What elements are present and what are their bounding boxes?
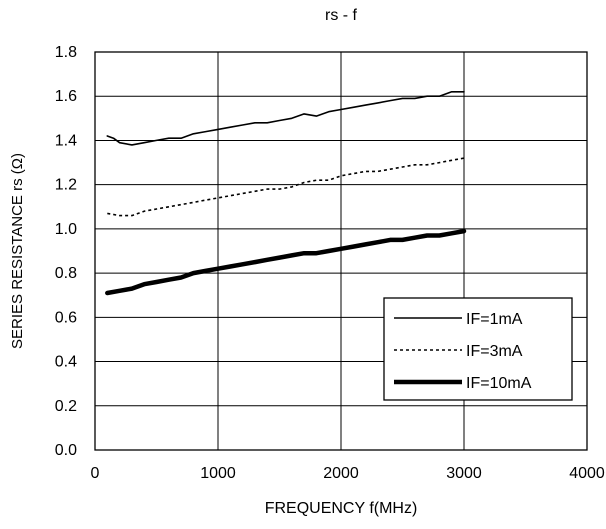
series-line-1 xyxy=(106,91,465,146)
x-axis-ticks: 0 1000 2000 3000 4000 xyxy=(91,465,605,482)
y-tick-label: 1.6 xyxy=(55,88,77,105)
y-tick-label: 1.4 xyxy=(55,132,77,149)
y-tick-label: 1.0 xyxy=(55,221,77,238)
x-tick-label: 1000 xyxy=(200,465,236,482)
y-tick-label: 0.0 xyxy=(55,442,77,459)
plot-area-border xyxy=(94,51,588,451)
y-tick-label: 1.2 xyxy=(55,177,77,194)
y-tick-label: 0.2 xyxy=(55,398,77,415)
y-axis-ticks: 0.0 0.2 0.4 0.6 0.8 1.0 1.2 1.4 1.6 1.8 xyxy=(55,44,77,459)
x-axis-label: FREQUENCY f(MHz) xyxy=(265,500,418,517)
x-tick-label: 2000 xyxy=(323,465,359,482)
legend-label: IF=10mA xyxy=(466,375,532,392)
x-tick-label: 4000 xyxy=(569,465,605,482)
series-line-2 xyxy=(107,157,465,217)
data-series xyxy=(105,91,467,296)
legend: IF=1mA IF=3mA IF=10mA xyxy=(383,297,573,401)
legend-label: IF=1mA xyxy=(466,311,523,328)
y-axis-label: SERIES RESISTANCE rs (Ω) xyxy=(9,153,26,349)
chart-title: rs - f xyxy=(325,7,358,24)
y-tick-label: 0.8 xyxy=(55,265,77,282)
series-line-3 xyxy=(105,228,467,296)
y-tick-label: 0.6 xyxy=(55,309,77,326)
y-tick-label: 1.8 xyxy=(55,44,77,61)
x-tick-label: 3000 xyxy=(446,465,482,482)
legend-label: IF=3mA xyxy=(466,343,523,360)
y-tick-label: 0.4 xyxy=(55,354,77,371)
x-tick-label: 0 xyxy=(91,465,100,482)
